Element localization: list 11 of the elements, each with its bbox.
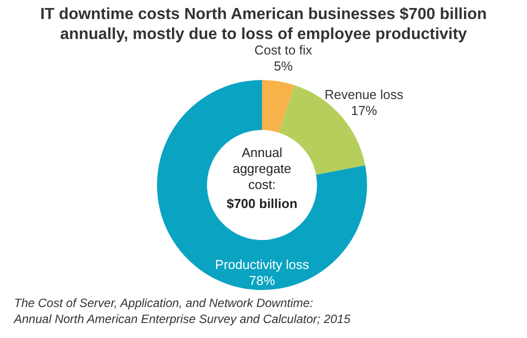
slice-label: Revenue loss xyxy=(324,87,404,102)
chart-title: IT downtime costs North American businesses $700 billion annually, mostly due to loss of employee productivity xyxy=(40,6,487,43)
slice-label: Cost to fix xyxy=(254,42,313,58)
donut-slice xyxy=(262,80,294,133)
data-label: 5% xyxy=(274,58,294,74)
slice-label: Productivity loss xyxy=(215,257,310,272)
data-label: 78% xyxy=(248,273,276,288)
text: The Cost of Server, Application, and Network Downtime: Annual North American Enterprise Survey and Calculator; 2015 xyxy=(13,296,351,326)
text: $700 billion xyxy=(226,196,298,211)
data-label: 17% xyxy=(351,103,378,118)
text: Annual aggregate cost: xyxy=(232,145,292,192)
